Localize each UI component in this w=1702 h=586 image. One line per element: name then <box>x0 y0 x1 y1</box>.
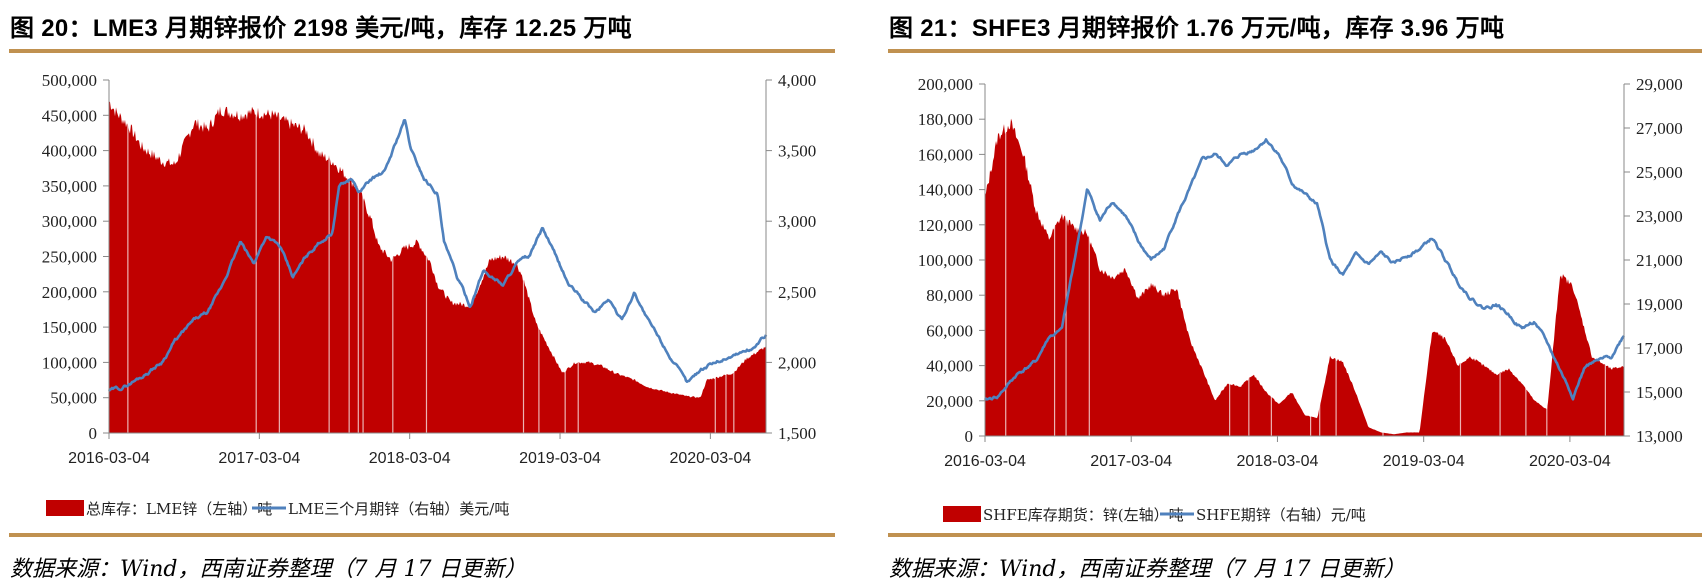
left-axis-tick-label: 400,000 <box>42 142 97 161</box>
right-axis-tick-label: 17,000 <box>1636 339 1683 358</box>
left-axis-tick-label: 0 <box>965 427 974 446</box>
x-axis-date-label: 2016-03-04 <box>944 453 1026 470</box>
x-axis-date-label: 2018-03-04 <box>1237 453 1319 470</box>
right-axis-tick-label: 3,000 <box>778 212 816 231</box>
left-axis-tick-label: 100,000 <box>42 353 97 372</box>
right-axis-tick-label: 19,000 <box>1636 295 1683 314</box>
left-axis-tick-label: 150,000 <box>42 318 97 337</box>
x-axis-date-label: 2019-03-04 <box>519 450 601 467</box>
right-axis-tick-label: 3,500 <box>778 142 816 161</box>
lme-zinc-chart: 0 50,000 100,000 150,000 200,000 250,000 300,0… <box>42 71 817 518</box>
legend-inventory-swatch <box>46 500 84 516</box>
left-axis-tick-label: 350,000 <box>42 177 97 196</box>
right-axis-tick-label: 29,000 <box>1636 75 1683 94</box>
left-axis-tick-label: 140,000 <box>918 181 973 200</box>
title-divider <box>888 49 1702 53</box>
left-axis-tick-label: 40,000 <box>926 357 973 376</box>
x-axis-date-label: 2018-03-04 <box>369 450 451 467</box>
x-axis-date-label: 2017-03-04 <box>218 450 300 467</box>
left-axis-tick-label: 180,000 <box>918 110 973 129</box>
legend-inventory-swatch <box>943 506 981 522</box>
x-axis-date-label: 2020-03-04 <box>669 450 751 467</box>
source-divider <box>9 533 835 537</box>
left-axis-tick-label: 300,000 <box>42 212 97 231</box>
right-axis-tick-label: 1,500 <box>778 424 816 443</box>
left-axis-tick-label: 50,000 <box>50 389 97 408</box>
x-axis-date-label: 2019-03-04 <box>1383 453 1465 470</box>
x-axis-date-label: 2020-03-04 <box>1529 453 1611 470</box>
right-axis-tick-label: 15,000 <box>1636 383 1683 402</box>
right-axis-tick-label: 4,000 <box>778 71 816 90</box>
legend-price-label: SHFE期锌（右轴）元/吨 <box>1196 506 1366 524</box>
chart-panel-shfe: 图 21：SHFE3 月期锌报价 1.76 万元/吨，库存 3.96 万吨 0 2… <box>870 0 1702 586</box>
figure-title: 图 20：LME3 月期锌报价 2198 美元/吨，库存 12.25 万吨 <box>10 15 632 42</box>
left-axis-tick-label: 160,000 <box>918 145 973 164</box>
left-axis-tick-label: 450,000 <box>42 106 97 125</box>
x-axis-date-label: 2016-03-04 <box>68 450 150 467</box>
legend-inventory-label: 总库存：LME锌（左轴）吨 <box>86 500 272 518</box>
right-axis-tick-label: 21,000 <box>1636 251 1683 270</box>
figure-title: 图 21：SHFE3 月期锌报价 1.76 万元/吨，库存 3.96 万吨 <box>889 15 1505 42</box>
left-axis-tick-label: 80,000 <box>926 286 973 305</box>
legend-inventory-label: SHFE库存期货：锌(左轴）吨 <box>983 506 1184 524</box>
inventory-area <box>985 118 1624 436</box>
price-line <box>983 138 1625 401</box>
left-axis-tick-label: 0 <box>89 424 98 443</box>
left-axis-tick-label: 500,000 <box>42 71 97 90</box>
shfe-zinc-chart: 0 20,000 40,000 60,000 80,000 100,000 120,000 1… <box>918 75 1683 524</box>
title-divider <box>9 49 835 53</box>
right-axis-tick-label: 23,000 <box>1636 207 1683 226</box>
right-axis-tick-label: 27,000 <box>1636 119 1683 138</box>
data-source-note: 数据来源：Wind，西南证券整理（7 月 17 日更新） <box>10 557 527 582</box>
x-axis-date-label: 2017-03-04 <box>1090 453 1172 470</box>
right-axis-tick-label: 13,000 <box>1636 427 1683 446</box>
right-axis-tick-label: 2,000 <box>778 353 816 372</box>
legend-price-label: LME三个月期锌（右轴）美元/吨 <box>288 500 509 518</box>
left-axis-tick-label: 100,000 <box>918 251 973 270</box>
right-axis-tick-label: 25,000 <box>1636 163 1683 182</box>
inventory-area <box>109 101 766 434</box>
left-axis-tick-label: 20,000 <box>926 392 973 411</box>
source-divider <box>888 533 1702 537</box>
price-line <box>107 119 768 392</box>
chart-panel-lme: 图 20：LME3 月期锌报价 2198 美元/吨，库存 12.25 万吨 0 5… <box>0 0 850 586</box>
left-axis-tick-label: 200,000 <box>918 75 973 94</box>
data-source-note: 数据来源：Wind，西南证券整理（7 月 17 日更新） <box>889 557 1406 582</box>
left-axis-tick-label: 120,000 <box>918 216 973 235</box>
left-axis-tick-label: 60,000 <box>926 321 973 340</box>
right-axis-tick-label: 2,500 <box>778 283 816 302</box>
left-axis-tick-label: 250,000 <box>42 248 97 267</box>
left-axis-tick-label: 200,000 <box>42 283 97 302</box>
